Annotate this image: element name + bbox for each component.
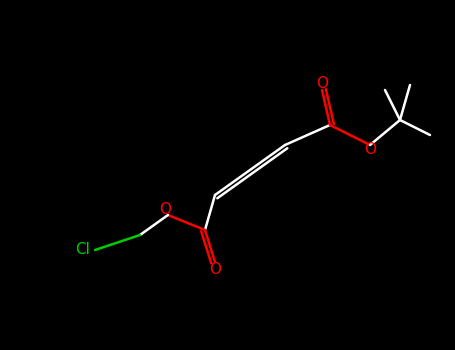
- Text: O: O: [209, 262, 221, 278]
- Text: Cl: Cl: [75, 243, 90, 258]
- Text: O: O: [316, 77, 328, 91]
- Text: O: O: [364, 141, 376, 156]
- Text: O: O: [159, 202, 171, 217]
